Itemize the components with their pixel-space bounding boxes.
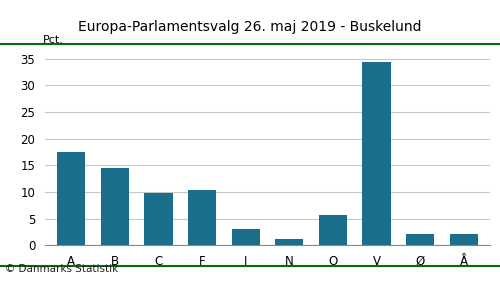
Bar (319, 215, 347, 245)
Bar (406, 234, 434, 245)
Text: Pct.: Pct. (43, 35, 64, 45)
Bar (100, 168, 129, 245)
Bar (232, 229, 260, 245)
Text: Europa-Parlamentsvalg 26. maj 2019 - Buskelund: Europa-Parlamentsvalg 26. maj 2019 - Bus… (78, 20, 422, 34)
Bar (57, 152, 86, 245)
Text: © Danmarks Statistik: © Danmarks Statistik (5, 264, 118, 274)
Bar (188, 190, 216, 245)
Bar (144, 193, 172, 245)
Bar (362, 62, 390, 245)
Bar (275, 239, 304, 245)
Bar (450, 234, 478, 245)
